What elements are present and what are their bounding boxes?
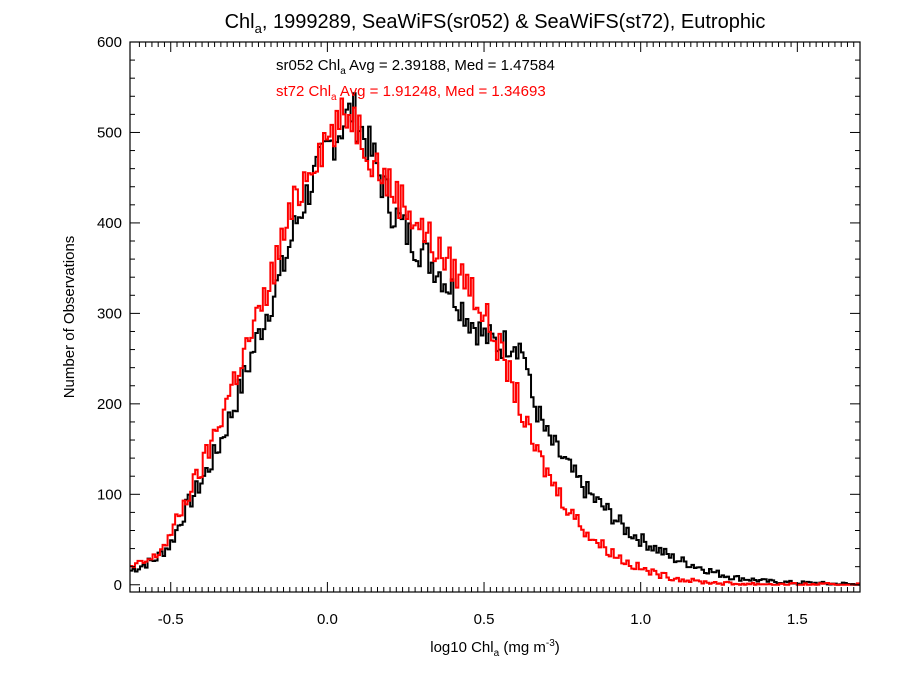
y-tick-label: 500 xyxy=(97,124,122,141)
x-axis-ticks: -0.5 0.0 0.5 1.0 1.5 xyxy=(138,42,861,628)
y-tick-label: 400 xyxy=(97,215,122,232)
x-tick-label: 0.0 xyxy=(317,611,338,628)
y-tick-label: 100 xyxy=(97,486,122,503)
y-tick-label: 0 xyxy=(114,577,122,594)
y-tick-label: 300 xyxy=(97,305,122,322)
chart-title: Chla, 1999289, SeaWiFS(sr052) & SeaWiFS(… xyxy=(225,11,766,36)
annotation-st72: st72 Chla Avg = 1.91248, Med = 1.34693 xyxy=(276,83,546,103)
x-tick-label: 0.5 xyxy=(474,611,495,628)
x-tick-label: 1.0 xyxy=(630,611,651,628)
x-tick-label: -0.5 xyxy=(158,611,184,628)
series-sr052-line xyxy=(130,92,860,586)
y-tick-label: 200 xyxy=(97,396,122,413)
y-tick-label: 600 xyxy=(97,34,122,51)
plot-frame xyxy=(129,41,861,593)
y-axis-ticks: 0 100 200 300 400 500 600 xyxy=(97,34,860,594)
annotation-sr052: sr052 Chla Avg = 2.39188, Med = 1.47584 xyxy=(276,57,555,77)
series-st72-line xyxy=(130,97,861,586)
y-axis-label: Number of Observations xyxy=(61,236,78,399)
x-axis-label: log10 Chla (mg m-3) xyxy=(430,638,560,659)
x-tick-label: 1.5 xyxy=(787,611,808,628)
series-layer xyxy=(130,92,861,586)
